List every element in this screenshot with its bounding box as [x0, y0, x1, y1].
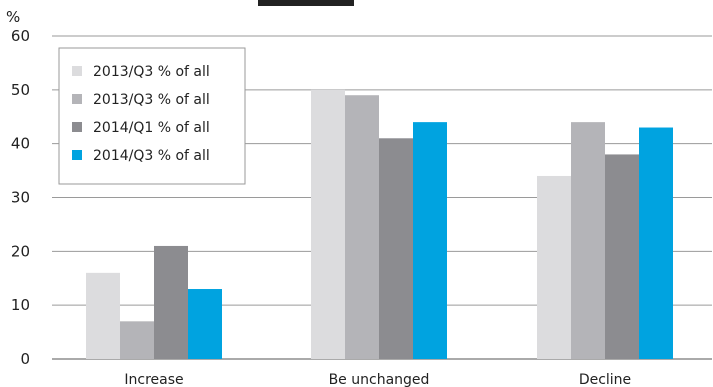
bar: [639, 127, 673, 360]
legend-swatch: [72, 150, 82, 160]
x-axis-labels: Increase Be unchanged Decline: [124, 372, 631, 387]
y-tick-label: 10: [11, 296, 30, 314]
bar: [413, 122, 447, 359]
bar: [188, 289, 222, 359]
y-tick-label: 40: [11, 135, 30, 153]
x-tick-label: Decline: [579, 372, 631, 387]
x-tick-label: Be unchanged: [329, 372, 430, 387]
y-tick-label: 50: [11, 81, 30, 99]
bar: [311, 89, 345, 359]
bar: [379, 138, 413, 359]
legend: 2013/Q3 % of all 2013/Q3 % of all 2014/Q1 …: [58, 47, 246, 185]
legend-label: 2013/Q3 % of all: [93, 64, 210, 80]
bars: [86, 89, 673, 360]
legend-label: 2014/Q3 % of all: [93, 148, 210, 164]
y-tick-label: 30: [11, 189, 30, 207]
legend-swatch: [72, 66, 82, 76]
bar: [345, 95, 379, 359]
cropped-title-fragment: [258, 0, 354, 6]
y-tick-label: 0: [20, 350, 30, 368]
x-tick-label: Increase: [124, 372, 183, 387]
y-axis-unit-label: %: [6, 8, 20, 26]
bar: [86, 272, 120, 359]
legend-label: 2013/Q3 % of all: [93, 92, 210, 108]
legend-swatch: [72, 94, 82, 104]
legend-swatch: [72, 122, 82, 132]
legend-label: 2014/Q1 % of all: [93, 120, 210, 136]
bar: [605, 154, 639, 359]
bar: [154, 245, 188, 359]
bar: [537, 175, 571, 359]
bar: [120, 321, 154, 359]
y-tick-label: 60: [11, 27, 30, 45]
legend-box: [58, 47, 246, 185]
bar: [571, 122, 605, 359]
legend-items: 2013/Q3 % of all 2013/Q3 % of all 2014/Q1 …: [72, 64, 210, 164]
y-axis-ticks: 0 10 20 30 40 50 60: [11, 27, 30, 368]
y-tick-label: 20: [11, 242, 30, 260]
